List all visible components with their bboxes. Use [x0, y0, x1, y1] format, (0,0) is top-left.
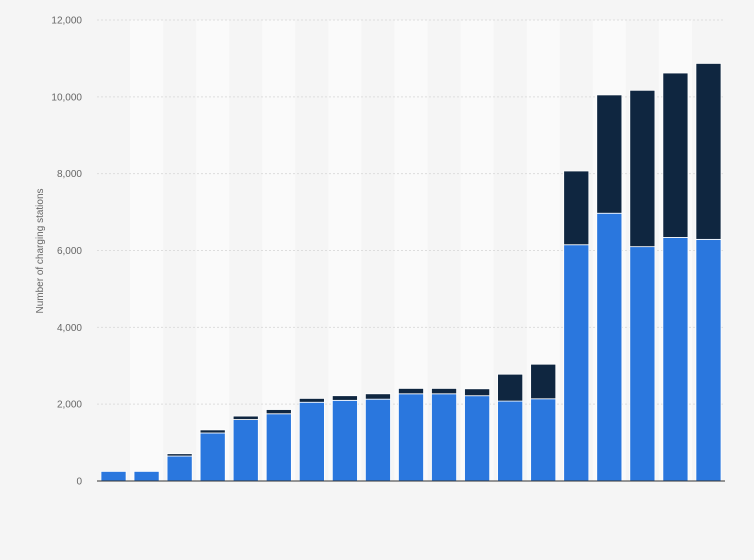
y-tick-label: 10,000 — [51, 92, 82, 103]
bar-segment-upper[interactable] — [166, 453, 193, 457]
bar-segment-upper[interactable] — [298, 398, 325, 403]
bar-segment-lower[interactable] — [398, 393, 424, 482]
bar-segment-upper[interactable] — [629, 89, 656, 248]
bar-segment-upper[interactable] — [398, 388, 424, 395]
bar-segment-upper[interactable] — [596, 94, 623, 214]
bar-segment-lower[interactable] — [298, 401, 325, 482]
bar-segment-upper[interactable] — [199, 429, 226, 434]
bar-segment-lower[interactable] — [596, 212, 623, 482]
bar-segment-upper[interactable] — [563, 170, 590, 246]
y-tick-label: 0 — [76, 477, 82, 488]
bar-segment-lower[interactable] — [563, 244, 590, 482]
bar-segment-lower[interactable] — [629, 246, 656, 482]
y-tick-label: 6,000 — [57, 246, 82, 257]
bar-segment-lower[interactable] — [166, 455, 193, 482]
y-tick-label: 4,000 — [57, 323, 82, 334]
bar-segment-upper[interactable] — [497, 373, 524, 402]
bar-segment-lower[interactable] — [431, 393, 458, 482]
bar-segment-lower[interactable] — [530, 398, 557, 482]
bar-segment-upper[interactable] — [695, 63, 722, 240]
bar-segment-upper[interactable] — [530, 363, 557, 400]
bar-segment-lower[interactable] — [265, 413, 292, 482]
bar-segment-lower[interactable] — [331, 399, 358, 482]
y-axis-title: Number of charging stations — [35, 188, 46, 313]
y-tick-label: 2,000 — [57, 400, 82, 411]
y-axis: 0 2,000 4,000 6,000 8,000 10,000 12,000 — [51, 16, 82, 488]
bar-segment-upper[interactable] — [265, 409, 292, 415]
bar-segment-lower[interactable] — [464, 395, 491, 482]
bar-segment-lower[interactable] — [497, 400, 524, 482]
bar-segment-lower[interactable] — [133, 470, 160, 482]
bar-segment-lower[interactable] — [199, 432, 226, 482]
bar-segment-upper[interactable] — [331, 395, 358, 401]
bar-segment-upper[interactable] — [662, 72, 689, 238]
bar-segment-upper[interactable] — [464, 388, 491, 397]
bar-segment-upper[interactable] — [364, 393, 391, 400]
bar-segment-lower[interactable] — [232, 419, 259, 482]
bars — [100, 63, 722, 482]
bar-segment-upper[interactable] — [431, 388, 458, 395]
bar-segment-lower[interactable] — [364, 398, 391, 482]
bar-segment-lower[interactable] — [695, 238, 722, 482]
y-tick-label: 12,000 — [51, 16, 82, 27]
y-tick-label: 8,000 — [57, 169, 82, 180]
bar-segment-upper[interactable] — [232, 415, 259, 420]
bar-segment-lower[interactable] — [100, 470, 127, 482]
bar-segment-lower[interactable] — [662, 237, 689, 482]
